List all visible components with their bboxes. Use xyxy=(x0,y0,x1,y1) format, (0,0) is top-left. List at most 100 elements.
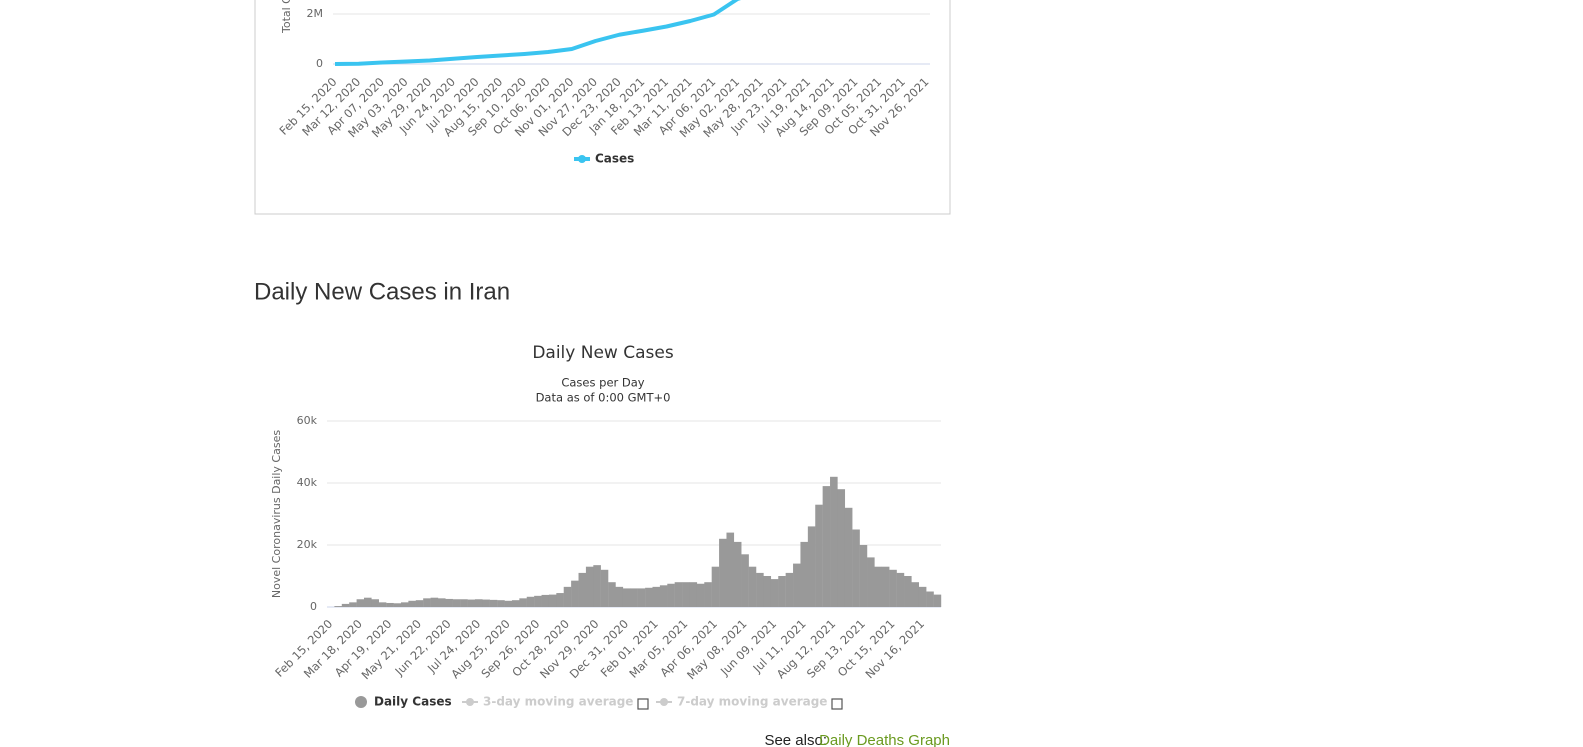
legend-label[interactable]: 7-day moving average xyxy=(677,695,827,709)
bar xyxy=(622,588,631,607)
bar xyxy=(386,602,394,607)
bar xyxy=(674,582,683,607)
see-also-link[interactable]: Daily Deaths Graph xyxy=(819,732,950,747)
bar xyxy=(748,566,757,607)
y-tick-label: 0 xyxy=(316,57,323,70)
legend-symbol[interactable] xyxy=(578,155,586,163)
bar xyxy=(615,586,624,607)
legend-symbol[interactable] xyxy=(660,698,668,706)
bar xyxy=(526,596,535,607)
chart-subtitle: Cases per Day xyxy=(561,376,644,390)
bar xyxy=(645,587,653,607)
bar xyxy=(593,565,601,607)
bar xyxy=(541,594,550,607)
bar xyxy=(408,600,416,607)
bar xyxy=(415,600,424,607)
bar xyxy=(378,602,387,607)
bar xyxy=(659,585,668,607)
bar xyxy=(881,566,890,607)
bar xyxy=(600,569,609,607)
bar xyxy=(630,588,638,607)
bar xyxy=(778,576,786,607)
y-tick-label: 40k xyxy=(297,476,318,489)
bar xyxy=(733,541,742,607)
bar xyxy=(556,593,564,607)
bar xyxy=(815,504,823,607)
bar xyxy=(467,599,476,607)
see-also-label: See also: xyxy=(764,732,827,747)
bar xyxy=(911,582,920,607)
legend-label[interactable]: 3-day moving average xyxy=(483,695,633,709)
chart-title: Daily New Cases xyxy=(532,343,674,363)
bar xyxy=(926,591,934,607)
bar xyxy=(800,541,809,607)
bar xyxy=(793,563,801,607)
bar xyxy=(482,599,490,607)
bar xyxy=(785,572,794,607)
legend-checkbox[interactable] xyxy=(637,698,649,710)
y-tick-label: 20k xyxy=(297,538,318,551)
bar xyxy=(704,582,712,607)
bar xyxy=(534,595,542,607)
bar xyxy=(859,545,868,607)
bar xyxy=(770,579,779,607)
bar xyxy=(585,566,594,607)
bar xyxy=(504,600,513,607)
bar xyxy=(837,489,846,607)
bar xyxy=(341,603,350,607)
chart-subtitle: Data as of 0:00 GMT+0 xyxy=(536,391,671,405)
y-tick-label: 0 xyxy=(310,600,317,613)
bar xyxy=(741,554,749,607)
bar xyxy=(437,598,446,607)
bar xyxy=(445,598,453,607)
bar xyxy=(756,572,764,607)
bar xyxy=(696,583,705,607)
bar xyxy=(637,588,646,607)
bar xyxy=(667,583,675,607)
legend-label[interactable]: Daily Cases xyxy=(374,695,452,709)
bar xyxy=(763,576,772,607)
bar xyxy=(452,599,461,607)
bar xyxy=(423,598,431,607)
legend-symbol[interactable] xyxy=(466,698,474,706)
bar xyxy=(578,572,587,607)
bar xyxy=(719,538,727,607)
bar xyxy=(711,566,720,607)
bar xyxy=(430,597,439,607)
bar xyxy=(844,507,853,607)
bar xyxy=(726,532,735,607)
bar xyxy=(867,557,875,607)
bar xyxy=(489,599,498,607)
bar xyxy=(807,526,816,607)
bar xyxy=(393,603,402,607)
bar xyxy=(608,582,616,607)
bar xyxy=(682,582,690,607)
bar xyxy=(918,586,927,607)
legend-symbol[interactable] xyxy=(355,696,367,708)
bar xyxy=(349,602,357,607)
bar xyxy=(904,576,912,607)
bar xyxy=(933,594,942,607)
bar xyxy=(548,594,557,607)
legend-checkbox[interactable] xyxy=(831,698,843,710)
bar xyxy=(830,476,838,607)
y-axis-label: Total Coronavirus Cases xyxy=(280,0,293,34)
section-heading: Daily New Cases in Iran xyxy=(254,278,510,305)
bar xyxy=(474,599,483,607)
bar xyxy=(519,598,527,607)
y-axis-label: Novel Coronavirus Daily Cases xyxy=(270,430,283,598)
bar xyxy=(563,586,572,607)
bar xyxy=(400,602,409,607)
bar xyxy=(460,599,468,607)
bar xyxy=(889,569,897,607)
bar xyxy=(896,572,905,607)
bar xyxy=(852,529,860,607)
bar xyxy=(689,582,698,607)
bar xyxy=(371,599,379,607)
bar xyxy=(652,586,661,607)
legend-label[interactable]: Cases xyxy=(595,152,634,166)
y-tick-label: 60k xyxy=(297,414,318,427)
chart-frame xyxy=(254,0,951,215)
